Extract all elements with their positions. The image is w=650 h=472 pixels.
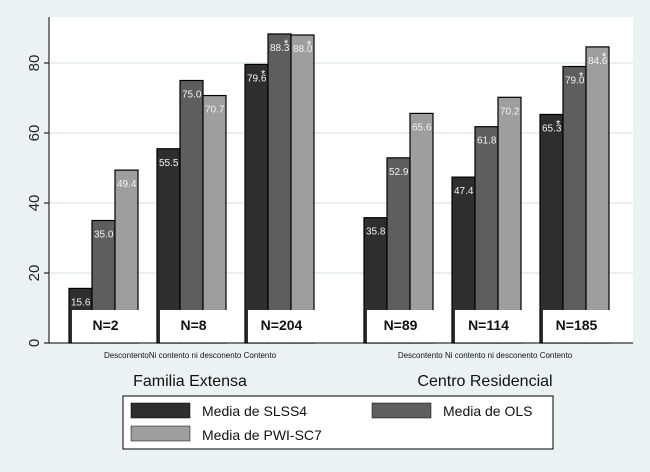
bar-value-label: 61.8 bbox=[477, 136, 497, 147]
bar-value-label: 70.7 bbox=[205, 105, 225, 116]
legend-swatch-ols bbox=[371, 402, 432, 419]
legend-swatch-pwi bbox=[130, 425, 191, 442]
y-tick-label-60: 60 bbox=[26, 125, 43, 142]
category-labels: DescontentoNi contento ni desconento Con… bbox=[104, 351, 277, 360]
bar-value-label: 49.4 bbox=[117, 179, 137, 190]
y-tick-label-80: 80 bbox=[26, 55, 43, 72]
bar-value-label: 47.4 bbox=[454, 186, 474, 197]
n-label: N=8 bbox=[180, 317, 206, 333]
group-label: Familia Extensa bbox=[133, 373, 247, 390]
bar-0-2-0 bbox=[244, 63, 269, 344]
y-tick-label-20: 20 bbox=[26, 265, 43, 282]
significance-star: * bbox=[556, 118, 561, 130]
bar-value-label: 55.5 bbox=[159, 158, 179, 169]
n-label: N=89 bbox=[384, 317, 418, 333]
bar-1-2-2 bbox=[585, 46, 610, 344]
significance-star: * bbox=[307, 39, 312, 51]
bar-1-0-2 bbox=[409, 112, 434, 344]
bar-value-label: 88.0 bbox=[293, 44, 313, 55]
legend-label-ols: Media de OLS bbox=[443, 403, 533, 419]
category-labels: Descontento Ni contento ni desconento Co… bbox=[398, 351, 573, 360]
n-label: N=185 bbox=[556, 317, 598, 333]
bar-value-label: 79.6 bbox=[247, 73, 267, 84]
y-tick-label-40: 40 bbox=[26, 195, 43, 212]
legend: Media de SLSS4 Media de OLS Media de PWI… bbox=[122, 395, 554, 450]
n-label: N=2 bbox=[92, 317, 118, 333]
bar-value-label: 52.9 bbox=[389, 167, 409, 178]
legend-label-slss4: Media de SLSS4 bbox=[202, 403, 307, 419]
y-tick-label-0: 0 bbox=[26, 339, 43, 347]
bar-1-2-0 bbox=[539, 113, 564, 344]
bar-1-2-1 bbox=[562, 65, 587, 344]
bar-value-label: 70.2 bbox=[500, 106, 520, 117]
n-label-box bbox=[455, 310, 522, 343]
significance-star: * bbox=[579, 71, 584, 83]
bar-0-1-1 bbox=[179, 79, 204, 344]
bar-value-label: 35.0 bbox=[94, 230, 114, 241]
n-label: N=114 bbox=[468, 317, 509, 333]
n-label-box bbox=[248, 310, 315, 343]
n-label-box bbox=[543, 310, 610, 343]
gridlines bbox=[50, 62, 633, 274]
significance-star: * bbox=[261, 68, 266, 80]
n-labels: N=2 N=8 N=204 N=89 N=114 N=185 bbox=[72, 310, 610, 343]
bar-0-2-1 bbox=[267, 33, 292, 344]
bar-value-label: 35.8 bbox=[366, 227, 386, 238]
bars: 15.635.049.455.575.070.779.6*88.3* 88.0*3… bbox=[68, 33, 610, 344]
y-ticks: 0 20 40 60 80 bbox=[26, 55, 49, 347]
n-label-box bbox=[367, 310, 434, 343]
plot-area bbox=[49, 17, 633, 343]
bar-value-label: 79.0 bbox=[565, 76, 585, 87]
bar-1-1-2 bbox=[497, 96, 522, 344]
n-label-box bbox=[160, 310, 227, 343]
bar-0-1-2 bbox=[202, 94, 227, 344]
bar-value-label: 65.6 bbox=[412, 122, 432, 133]
bar-0-2-2 bbox=[290, 34, 315, 344]
bar-value-label: 75.0 bbox=[182, 90, 202, 101]
significance-star: * bbox=[602, 51, 607, 63]
legend-label-pwi: Media de PWI-SC7 bbox=[202, 427, 322, 443]
group-label: Centro Residencial bbox=[417, 373, 552, 390]
bar-value-label: 88.3 bbox=[270, 43, 290, 54]
bar-value-label: 15.6 bbox=[71, 297, 91, 308]
x-labels: DescontentoNi contento ni desconento Con… bbox=[104, 351, 573, 390]
n-label-box bbox=[72, 310, 139, 343]
bar-value-label: 84.6 bbox=[588, 56, 608, 67]
n-label: N=204 bbox=[261, 317, 303, 333]
legend-swatch-slss4 bbox=[130, 402, 191, 419]
significance-star: * bbox=[284, 38, 289, 50]
bar-value-label: 65.3 bbox=[542, 123, 562, 134]
legend-box bbox=[122, 395, 554, 450]
